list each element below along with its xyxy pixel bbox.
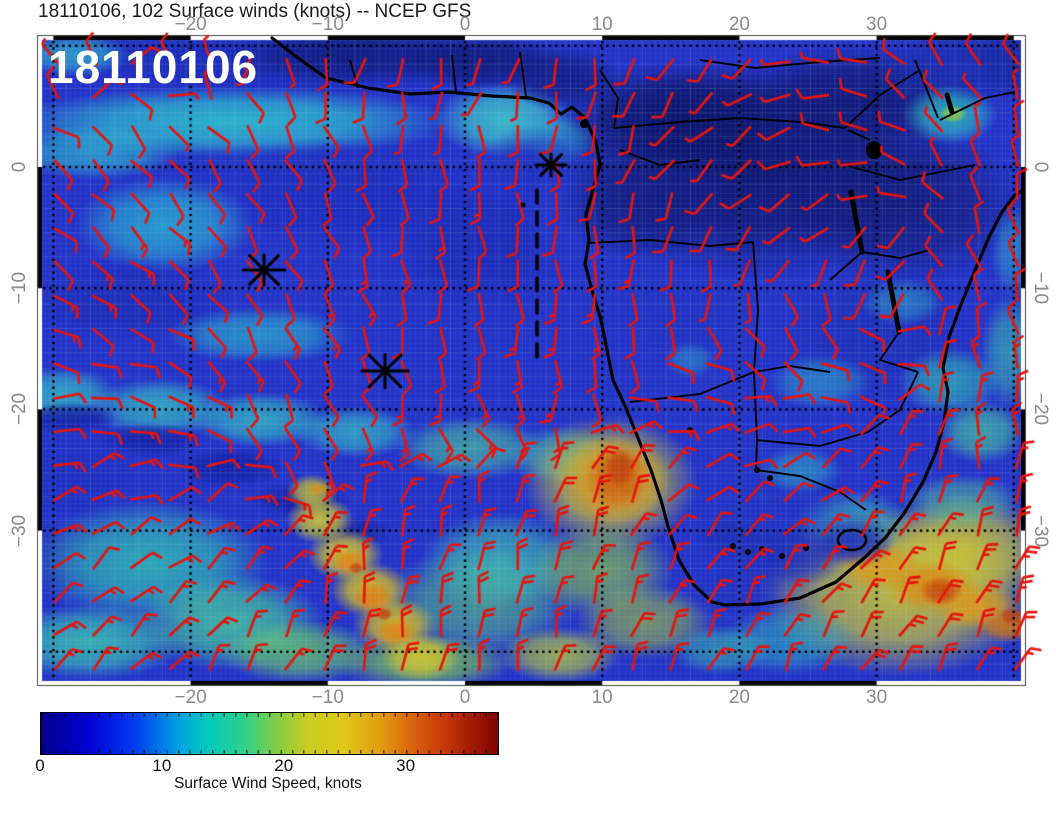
colorbar-minor-ticks-bottom bbox=[41, 750, 498, 754]
colorbar-caption: Surface Wind Speed, knots bbox=[174, 775, 362, 792]
plot-title: 18110106, 102 Surface winds (knots) -- N… bbox=[38, 1, 472, 22]
run-date-overlay: 18110106 bbox=[48, 41, 259, 93]
colorbar-tick-label: 20 bbox=[274, 756, 294, 775]
colorbar-tick-label: 0 bbox=[35, 756, 45, 775]
colorbar-minor-ticks-top bbox=[41, 713, 498, 717]
colorbar-tick-label: 30 bbox=[396, 756, 416, 775]
colorbar-tick-label: 10 bbox=[152, 756, 172, 775]
colorbar bbox=[40, 712, 499, 755]
